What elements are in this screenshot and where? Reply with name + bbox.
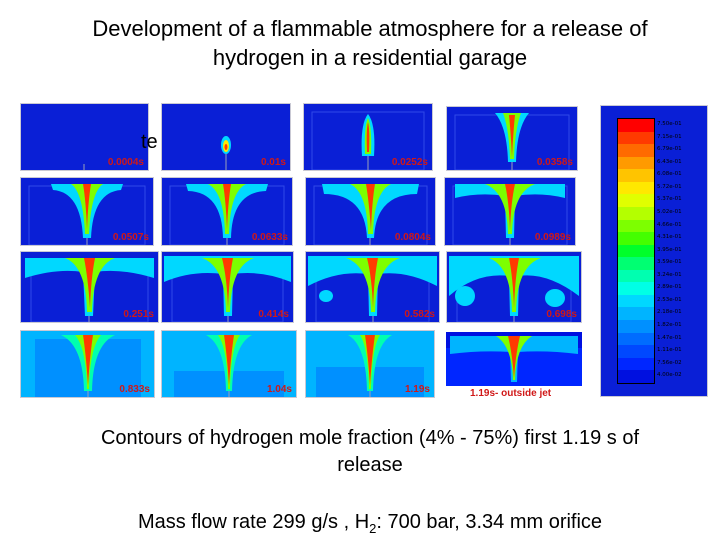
- legend-swatch: [618, 206, 654, 220]
- time-label: 0.0004s: [107, 157, 144, 168]
- contour-frame-8: 0.0989s: [444, 177, 576, 246]
- legend-swatch: [618, 169, 654, 182]
- time-label: 0.0633s: [251, 232, 288, 243]
- figure-caption: Contours of hydrogen mole fraction (4% -…: [40, 425, 700, 479]
- legend-swatch: [618, 131, 654, 145]
- legend-label: 2.53e-01: [657, 296, 682, 303]
- time-label: 0.414s: [258, 309, 289, 320]
- legend-label: 3.24e-01: [657, 271, 682, 278]
- contour-frame-1: 0.0004s: [20, 103, 149, 171]
- contour-frame-15: 1.19s: [305, 330, 435, 398]
- contour-frame-13: 0.833s: [20, 330, 155, 398]
- legend-label: 2.89e-01: [657, 284, 682, 291]
- legend-swatch: [618, 345, 654, 358]
- legend-swatch: [618, 357, 654, 371]
- legend-label: 4.66e-01: [657, 221, 682, 228]
- contour-frame-3: 0.0252s: [303, 103, 433, 171]
- legend-label: 5.02e-01: [657, 208, 682, 215]
- time-label: 1.04s: [266, 384, 292, 395]
- legend-color-bar: [617, 118, 655, 384]
- legend-swatch: [618, 282, 654, 295]
- mass-flow-subscript: 2: [369, 521, 377, 536]
- legend-swatch: [618, 332, 654, 346]
- color-legend: 7.50e-01 7.15e-01 6.79e-01 6.43e-01 6.08e-01…: [600, 105, 708, 397]
- contour-frame-2: 0.01s: [161, 103, 291, 171]
- time-label: 0.01s: [260, 157, 286, 168]
- legend-label: 7.50e-01: [657, 121, 682, 127]
- mass-flow-note: Mass flow rate 299 g/s , H2: 700 bar, 3.…: [40, 511, 700, 536]
- mass-flow-prefix: Mass flow rate 299 g/s , H: [137, 511, 370, 533]
- legend-label: 5.37e-01: [657, 196, 682, 203]
- legend-label: 3.95e-01: [657, 246, 682, 253]
- time-label: 0.0989s: [534, 232, 571, 243]
- legend-swatch: [618, 269, 654, 283]
- title-line-1: Development of a flammable atmosphere fo…: [92, 16, 648, 41]
- contour-frame-14: 1.04s: [161, 330, 297, 398]
- time-label: 0.582s: [404, 309, 435, 320]
- time-label: 0.0358s: [536, 157, 573, 168]
- legend-label: 2.18e-01: [657, 309, 682, 316]
- title-line-2: hydrogen in a residential garage: [212, 45, 528, 70]
- time-label: 0.0804s: [394, 232, 431, 243]
- legend-label: 1.47e-01: [657, 334, 682, 341]
- caption-line-1: Contours of hydrogen mole fraction (4% -…: [100, 427, 640, 449]
- time-label: 0.0507s: [112, 232, 149, 243]
- contour-frame-5: 0.0507s: [20, 177, 154, 246]
- stray-text: te: [141, 131, 158, 153]
- legend-label: 7.15e-01: [657, 133, 682, 140]
- legend-swatch: [618, 370, 654, 383]
- time-label: 0.0252s: [391, 157, 428, 168]
- time-label: 0.833s: [119, 384, 150, 395]
- legend-label: 6.08e-01: [657, 171, 682, 178]
- legend-swatch: [618, 119, 654, 132]
- legend-labels: 7.50e-01 7.15e-01 6.79e-01 6.43e-01 6.08e-01…: [657, 118, 705, 382]
- legend-label: 4.00e-02: [657, 372, 682, 379]
- legend-label: 4.31e-01: [657, 234, 682, 241]
- legend-swatch: [618, 232, 654, 245]
- legend-swatch: [618, 294, 654, 308]
- time-label: 1.19s: [404, 384, 430, 395]
- slide-title: Development of a flammable atmosphere fo…: [40, 14, 700, 72]
- contour-frame-16-outside-jet: [446, 332, 582, 386]
- contour-frame-12: 0.698s: [446, 251, 582, 323]
- outside-jet-label: 1.19s- outside jet: [470, 388, 552, 399]
- legend-swatch: [618, 181, 654, 195]
- legend-swatch: [618, 194, 654, 207]
- contour-frame-4: 0.0358s: [446, 106, 578, 171]
- contour-frame-11: 0.582s: [305, 251, 440, 323]
- contour-frame-10: 0.414s: [161, 251, 294, 323]
- legend-label: 6.43e-01: [657, 158, 682, 165]
- caption-line-2: release: [337, 454, 403, 476]
- legend-label: 6.79e-01: [657, 146, 682, 153]
- legend-swatch: [618, 156, 654, 170]
- contour-frame-6: 0.0633s: [161, 177, 293, 246]
- legend-label: 1.82e-01: [657, 322, 682, 328]
- contour-frame-9: 0.251s: [20, 251, 159, 323]
- legend-label: 1.11e-01: [657, 347, 682, 354]
- legend-label: 3.59e-01: [657, 259, 682, 266]
- legend-swatch: [618, 144, 654, 157]
- mass-flow-suffix: : 700 bar, 3.34 mm orifice: [376, 511, 603, 533]
- time-label: 0.251s: [123, 309, 154, 320]
- legend-swatch: [618, 320, 654, 333]
- legend-swatch: [618, 219, 654, 233]
- legend-swatch: [618, 257, 654, 270]
- legend-label: 7.56e-02: [657, 359, 682, 366]
- time-label: 0.698s: [546, 309, 577, 320]
- legend-swatch: [618, 307, 654, 320]
- legend-label: 5.72e-01: [657, 183, 682, 190]
- contour-frame-7: 0.0804s: [305, 177, 436, 246]
- legend-swatch: [618, 244, 654, 258]
